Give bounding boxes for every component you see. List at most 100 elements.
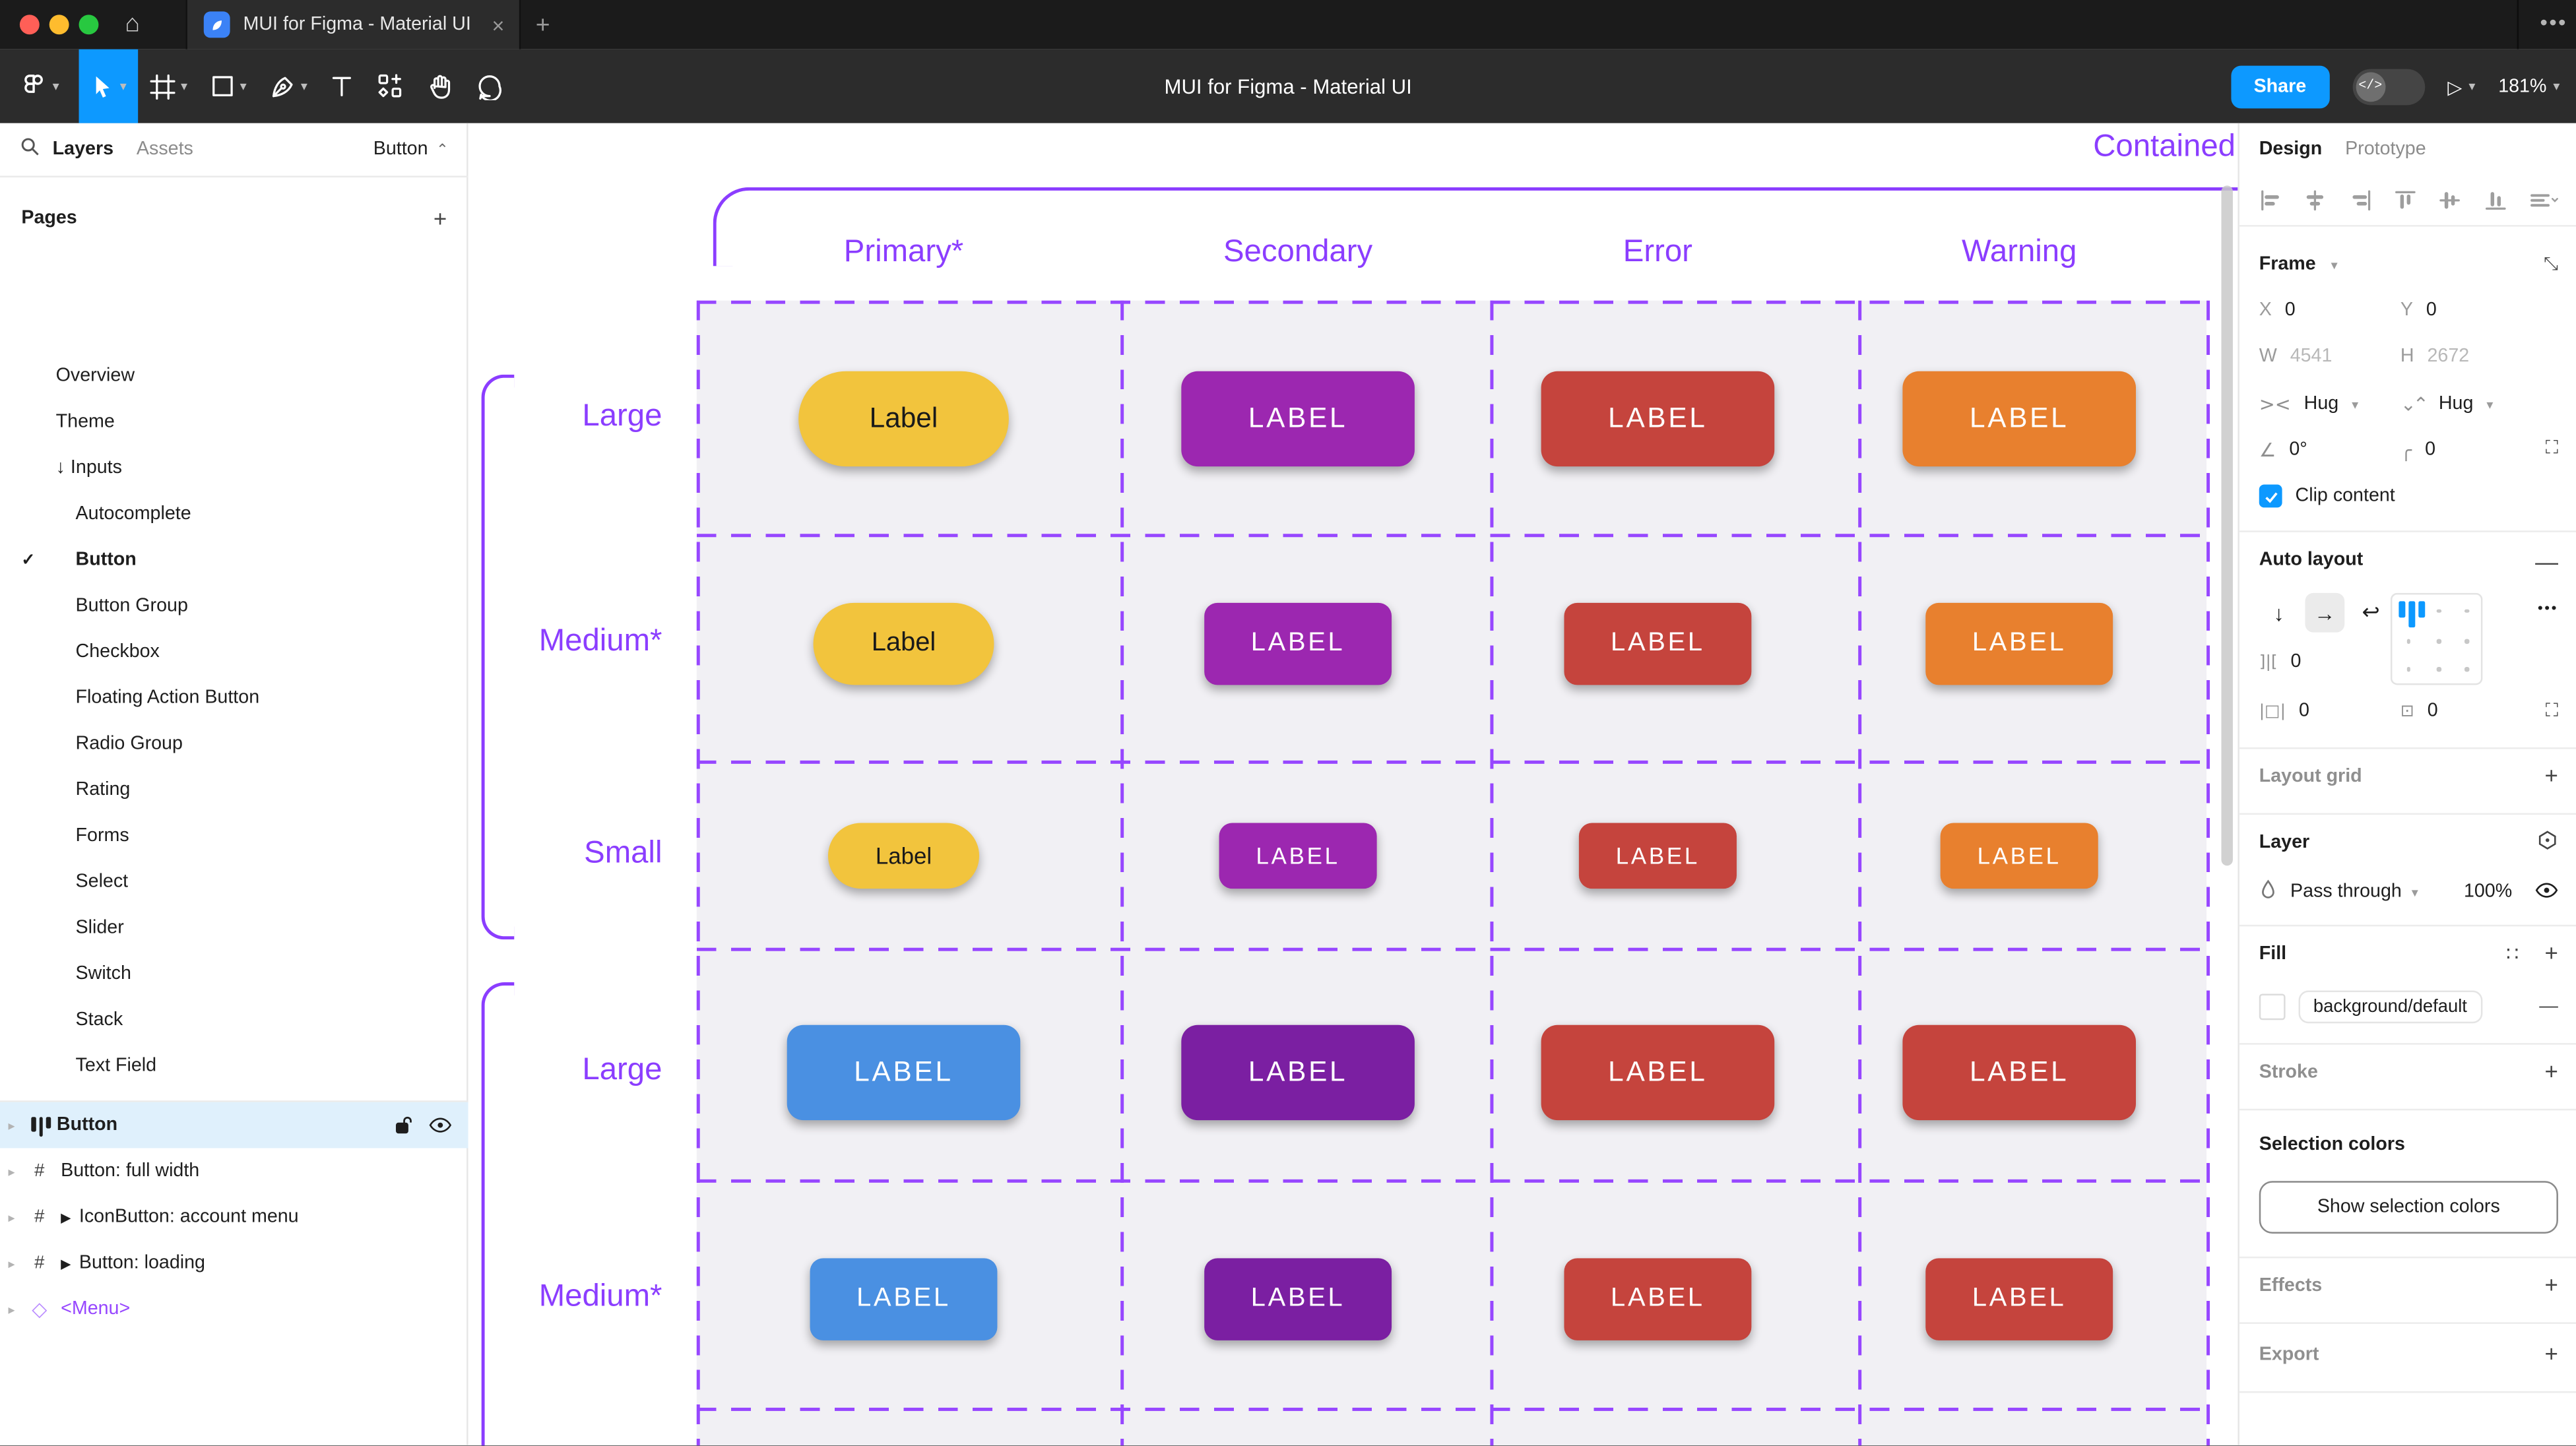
canvas-button-large-primary[interactable]: Label xyxy=(798,371,1009,467)
page-item-checkbox[interactable]: Checkbox xyxy=(0,629,468,676)
frame-title[interactable]: Contained xyxy=(2093,129,2236,164)
page-item-floating-action-button[interactable]: Floating Action Button xyxy=(0,675,468,721)
vertical-padding-field[interactable]: ⊡ 0 xyxy=(2400,701,2438,722)
tab-prototype[interactable]: Prototype xyxy=(2345,139,2426,160)
page-item-forms[interactable]: Forms xyxy=(0,813,468,860)
alignment-dot[interactable] xyxy=(2464,639,2469,644)
alignment-dot[interactable] xyxy=(2406,639,2411,644)
auto-layout-alignment-widget[interactable] xyxy=(2390,592,2483,685)
layer-styles-icon[interactable] xyxy=(2537,829,2558,856)
layer-item-button[interactable]: ▸ Button xyxy=(0,1102,468,1148)
page-item-theme[interactable]: Theme xyxy=(0,399,468,445)
visibility-eye-icon[interactable] xyxy=(429,1117,452,1133)
add-page-button[interactable]: + xyxy=(433,205,447,232)
canvas-button-medium-error[interactable]: LABEL xyxy=(1564,602,1752,685)
comment-tool[interactable] xyxy=(465,49,515,123)
canvas-button-large-warning[interactable]: LABEL xyxy=(1902,371,2136,467)
independent-corners-icon[interactable]: ⛶ xyxy=(2545,438,2558,458)
main-menu[interactable]: ▾ xyxy=(0,49,79,123)
layer-item--menu-[interactable]: ▸ ◇ <Menu> xyxy=(0,1286,468,1333)
add-fill-button[interactable]: + xyxy=(2544,939,2558,966)
present-button[interactable]: ▷ ▾ xyxy=(2447,78,2476,98)
page-item-overview[interactable]: Overview xyxy=(0,353,468,399)
remove-auto-layout-button[interactable]: — xyxy=(2535,548,2558,575)
align-right-icon[interactable] xyxy=(2349,189,2372,216)
align-horizontal-center-icon[interactable] xyxy=(2304,189,2327,216)
canvas-button-medium-warning[interactable]: LABEL xyxy=(1925,602,2113,685)
blend-mode-select[interactable]: Pass through xyxy=(2290,882,2402,902)
move-tool[interactable]: ▾ xyxy=(79,49,139,123)
canvas-button-medium-primary[interactable]: LABEL xyxy=(810,1258,998,1340)
add-layout-grid-button[interactable]: + xyxy=(2544,762,2558,789)
page-item-stack[interactable]: Stack xyxy=(0,997,468,1043)
align-left-icon[interactable] xyxy=(2259,189,2282,216)
canvas-button-medium-secondary[interactable]: LABEL xyxy=(1204,602,1392,685)
dev-mode-toggle[interactable]: </> xyxy=(2352,68,2425,105)
expand-caret-icon[interactable]: ▸ xyxy=(8,1164,15,1179)
expand-caret-icon[interactable]: ▸ xyxy=(8,1117,15,1133)
distribute-more-icon[interactable] xyxy=(2528,189,2558,216)
hug-vertical-select[interactable]: ⌄⌃ Hug ▾ xyxy=(2400,393,2494,416)
alignment-dot[interactable] xyxy=(2406,667,2411,672)
height-field[interactable]: H 2672 xyxy=(2400,346,2470,367)
add-export-button[interactable]: + xyxy=(2544,1340,2558,1367)
canvas-button-large-primary[interactable]: LABEL xyxy=(787,1024,1021,1121)
canvas-button-small-error[interactable]: LABEL xyxy=(1578,823,1737,889)
expand-caret-icon[interactable]: ▸ xyxy=(8,1255,15,1271)
pen-tool[interactable]: ▾ xyxy=(258,49,319,123)
canvas-button-medium-secondary[interactable]: LABEL xyxy=(1204,1258,1392,1340)
minimize-window-button[interactable] xyxy=(49,15,69,35)
search-icon[interactable] xyxy=(20,135,40,164)
auto-layout-more-icon[interactable]: ••• xyxy=(2537,599,2558,616)
auto-layout-horizontal-button[interactable]: → xyxy=(2305,592,2345,633)
page-item-inputs[interactable]: ↓ Inputs xyxy=(0,445,468,491)
expand-caret-icon[interactable]: ▸ xyxy=(8,1302,15,1317)
page-item-text-field[interactable]: Text Field xyxy=(0,1043,468,1089)
alignment-dot[interactable] xyxy=(2464,667,2469,672)
fill-styles-icon[interactable]: ∷ xyxy=(2506,943,2519,966)
alignment-selected-top-left[interactable] xyxy=(2392,594,2426,628)
close-tab-icon[interactable]: × xyxy=(492,12,505,38)
add-effect-button[interactable]: + xyxy=(2544,1271,2558,1298)
individual-padding-icon[interactable]: ⛶ xyxy=(2545,701,2558,722)
collapse-panel-icon[interactable]: ⤡ xyxy=(2543,254,2558,274)
rotation-field[interactable]: ∠ 0° xyxy=(2259,438,2307,462)
page-picker[interactable]: Button ⌃ xyxy=(373,139,449,160)
width-field[interactable]: W 4541 xyxy=(2259,346,2333,367)
expand-caret-icon[interactable]: ▸ xyxy=(8,1209,15,1225)
auto-layout-vertical-button[interactable]: ↓ xyxy=(2273,600,2284,625)
horizontal-padding-field[interactable]: |□| 0 xyxy=(2259,701,2309,722)
unlock-icon[interactable] xyxy=(395,1116,412,1135)
page-item-switch[interactable]: Switch xyxy=(0,951,468,997)
canvas-button-medium-error[interactable]: LABEL xyxy=(1564,1258,1752,1340)
hand-tool[interactable] xyxy=(416,49,465,123)
close-window-button[interactable] xyxy=(19,15,40,35)
text-tool[interactable] xyxy=(319,49,365,123)
canvas-button-medium-primary[interactable]: Label xyxy=(813,602,994,685)
canvas-button-small-warning[interactable]: LABEL xyxy=(1940,823,2098,889)
layer-item-iconbutton-account-menu[interactable]: ▸ # ▶ IconButton: account menu xyxy=(0,1194,468,1240)
alignment-dot[interactable] xyxy=(2437,609,2441,613)
page-item-button-group[interactable]: Button Group xyxy=(0,583,468,629)
canvas[interactable]: Contained Primary* Secondary Error Warning L… xyxy=(468,123,2238,1446)
home-icon[interactable]: ⌂ xyxy=(125,9,140,38)
canvas-button-medium-warning[interactable]: LABEL xyxy=(1925,1258,2113,1340)
show-selection-colors-button[interactable]: Show selection colors xyxy=(2259,1181,2558,1234)
alignment-dot[interactable] xyxy=(2437,639,2441,644)
alignment-dot[interactable] xyxy=(2464,609,2469,613)
auto-layout-wrap-button[interactable]: ↩ xyxy=(2362,599,2380,625)
alignment-dot[interactable] xyxy=(2437,667,2441,672)
page-item-autocomplete[interactable]: Autocomplete xyxy=(0,491,468,538)
document-tab[interactable]: MUI for Figma - Material UI × xyxy=(185,0,521,49)
page-item-rating[interactable]: Rating xyxy=(0,767,468,813)
align-vertical-center-icon[interactable] xyxy=(2439,189,2462,216)
canvas-button-large-warning[interactable]: LABEL xyxy=(1902,1024,2136,1121)
layer-item-button-full-width[interactable]: ▸ # Button: full width xyxy=(0,1148,468,1195)
page-item-radio-group[interactable]: Radio Group xyxy=(0,721,468,767)
page-item-select[interactable]: Select xyxy=(0,859,468,905)
frame-section-title[interactable]: Frame xyxy=(2259,254,2316,274)
remove-fill-button[interactable]: — xyxy=(2539,997,2558,1017)
frame-tool[interactable]: ▾ xyxy=(138,49,199,123)
